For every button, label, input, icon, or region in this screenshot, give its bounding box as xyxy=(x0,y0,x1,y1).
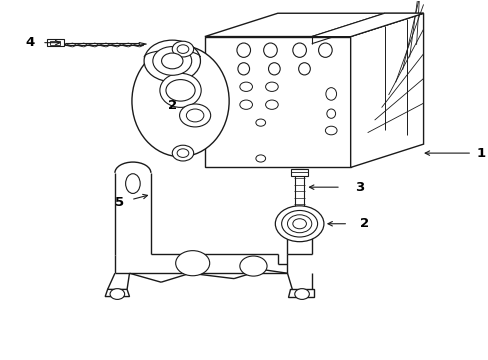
Ellipse shape xyxy=(318,43,331,57)
Circle shape xyxy=(179,104,210,127)
Ellipse shape xyxy=(237,43,250,57)
Polygon shape xyxy=(65,43,76,47)
Polygon shape xyxy=(76,43,87,47)
Ellipse shape xyxy=(237,63,249,75)
Polygon shape xyxy=(132,43,143,47)
Circle shape xyxy=(281,211,317,237)
Circle shape xyxy=(172,145,193,161)
Polygon shape xyxy=(204,13,423,37)
Polygon shape xyxy=(121,43,132,47)
Circle shape xyxy=(287,215,311,233)
Text: 3: 3 xyxy=(355,181,364,194)
Polygon shape xyxy=(139,42,146,45)
Circle shape xyxy=(265,82,278,91)
Ellipse shape xyxy=(298,63,310,75)
Text: 1: 1 xyxy=(476,147,485,159)
Circle shape xyxy=(255,155,265,162)
Circle shape xyxy=(275,206,323,242)
Text: 5: 5 xyxy=(115,196,124,209)
Circle shape xyxy=(153,46,191,75)
Ellipse shape xyxy=(268,63,280,75)
Circle shape xyxy=(110,289,124,300)
Polygon shape xyxy=(110,43,121,47)
Circle shape xyxy=(144,40,200,82)
Circle shape xyxy=(255,119,265,126)
Circle shape xyxy=(265,100,278,109)
Circle shape xyxy=(239,82,252,91)
Circle shape xyxy=(239,256,266,276)
Polygon shape xyxy=(47,39,64,46)
Ellipse shape xyxy=(263,43,277,57)
Ellipse shape xyxy=(325,87,336,100)
Ellipse shape xyxy=(326,109,335,118)
Circle shape xyxy=(177,149,188,157)
Circle shape xyxy=(177,45,188,53)
Circle shape xyxy=(175,251,209,276)
Text: 4: 4 xyxy=(25,36,35,49)
Text: 2: 2 xyxy=(360,217,369,230)
Polygon shape xyxy=(288,289,314,297)
Circle shape xyxy=(292,219,306,229)
Circle shape xyxy=(325,126,336,135)
Polygon shape xyxy=(294,169,304,216)
Circle shape xyxy=(239,100,252,109)
Circle shape xyxy=(294,289,309,300)
Polygon shape xyxy=(350,13,423,167)
Polygon shape xyxy=(105,289,129,297)
Circle shape xyxy=(161,53,183,69)
Polygon shape xyxy=(204,37,350,167)
Polygon shape xyxy=(99,43,110,47)
Polygon shape xyxy=(50,41,61,45)
Circle shape xyxy=(186,109,203,122)
Ellipse shape xyxy=(292,43,306,57)
Polygon shape xyxy=(87,43,99,47)
Polygon shape xyxy=(311,13,423,37)
Ellipse shape xyxy=(160,73,201,107)
Circle shape xyxy=(172,41,193,57)
Polygon shape xyxy=(290,169,308,176)
Ellipse shape xyxy=(125,174,140,193)
Ellipse shape xyxy=(132,45,229,157)
Circle shape xyxy=(165,80,195,101)
Text: 2: 2 xyxy=(167,99,177,112)
